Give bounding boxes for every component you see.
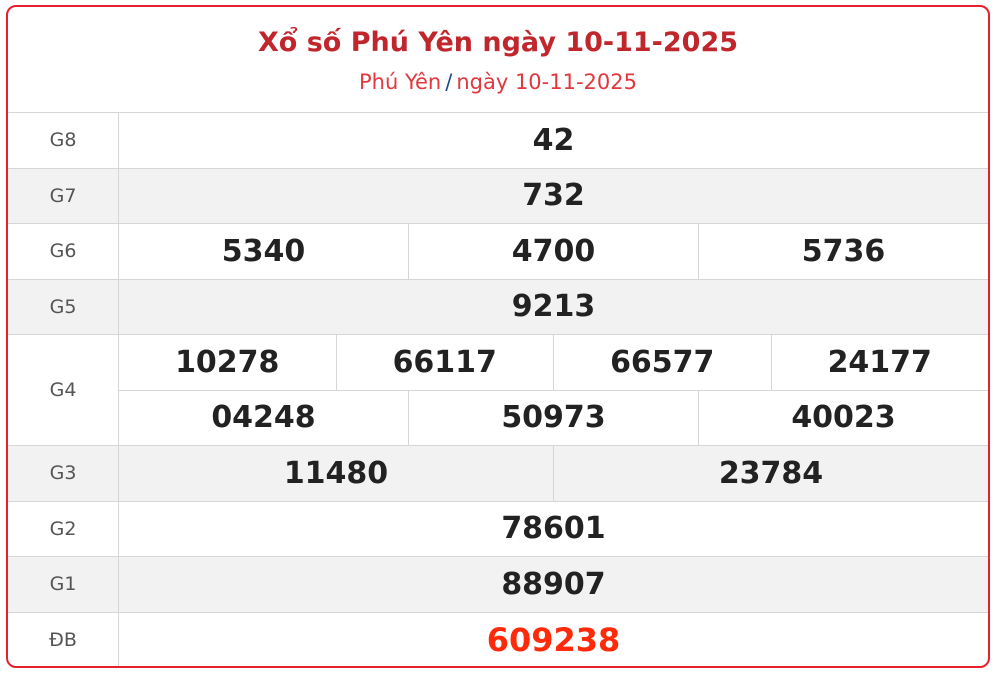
prize-row-g6: G6 5340 4700 5736 xyxy=(8,224,988,280)
prize-label: G6 xyxy=(8,224,119,279)
prize-number: 24177 xyxy=(827,344,932,380)
prize-number: 4700 xyxy=(409,224,699,279)
prize-row-g8: G8 42 xyxy=(8,113,988,169)
prize-row-g4: G4 10278 66117 66577 24177 04248 50973 4… xyxy=(8,335,988,446)
prize-label: G8 xyxy=(8,113,119,168)
prize-row-g3: G3 11480 23784 xyxy=(8,446,988,502)
prize-label: G2 xyxy=(8,501,119,556)
prize-label: G4 xyxy=(8,335,119,445)
prize-number: 5340 xyxy=(119,224,409,279)
prize-row-g7: G7 732 xyxy=(8,168,988,224)
header: Xổ số Phú Yên ngày 10-11-2025 Phú Yên / ng… xyxy=(8,7,988,113)
prize-row-g2: G2 78601 xyxy=(8,501,988,557)
prize-row-g1: G1 88907 xyxy=(8,557,988,613)
prize-number: 10278 xyxy=(119,335,337,390)
breadcrumb-province[interactable]: Phú Yên xyxy=(359,70,442,94)
prize-label: G3 xyxy=(8,446,119,501)
prize-number: 50973 xyxy=(409,390,699,445)
prize-row-g5: G5 9213 xyxy=(8,279,988,335)
prize-number: 9213 xyxy=(511,289,596,325)
prize-label: G1 xyxy=(8,557,119,612)
prize-number: 40023 xyxy=(791,400,896,436)
breadcrumb: Phú Yên / ngày 10-11-2025 xyxy=(8,69,988,95)
prize-row-special: ĐB 609238 xyxy=(8,612,988,666)
prize-label: ĐB xyxy=(8,612,119,666)
prize-number: 5736 xyxy=(801,233,886,269)
results-table: G8 42 G7 732 G6 5340 4700 5736 G5 9213 G… xyxy=(8,113,988,666)
prize-number: 42 xyxy=(532,122,575,158)
prize-number: 732 xyxy=(522,178,585,214)
page-title: Xổ số Phú Yên ngày 10-11-2025 xyxy=(257,27,739,58)
breadcrumb-date[interactable]: ngày 10-11-2025 xyxy=(456,70,637,94)
prize-number: 23784 xyxy=(718,455,824,491)
prize-number: 66577 xyxy=(554,335,772,390)
prize-label: G5 xyxy=(8,279,119,334)
prize-label: G7 xyxy=(8,168,119,223)
breadcrumb-separator: / xyxy=(445,70,453,94)
results-card: Xổ số Phú Yên ngày 10-11-2025 Phú Yên / ng… xyxy=(6,5,990,668)
prize-number: 11480 xyxy=(119,446,554,501)
special-prize-number: 609238 xyxy=(486,621,621,660)
prize-number: 04248 xyxy=(119,390,409,445)
prize-number: 66117 xyxy=(337,335,554,390)
prize-number: 88907 xyxy=(501,566,606,602)
prize-number: 78601 xyxy=(501,511,606,547)
